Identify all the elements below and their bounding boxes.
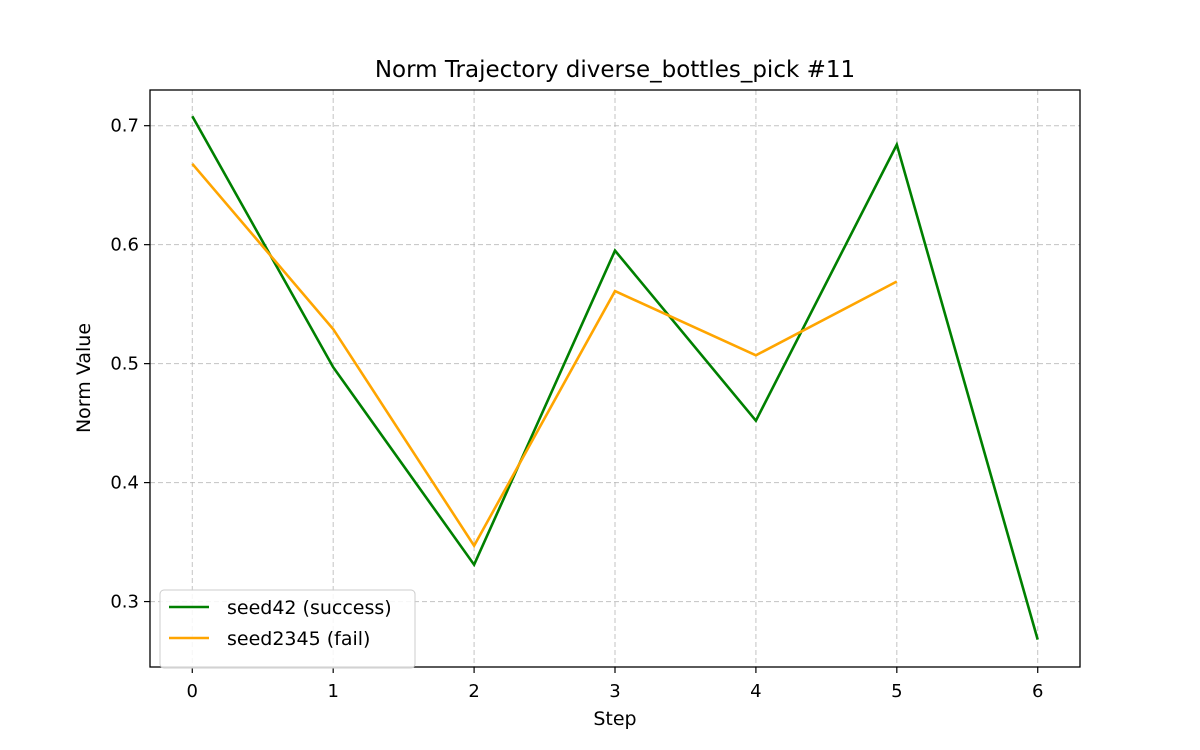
x-tick-label: 4	[750, 681, 761, 702]
series-lines	[191, 115, 1039, 640]
x-tick-label: 2	[468, 681, 479, 702]
chart-title: Norm Trajectory diverse_bottles_pick #11	[375, 57, 855, 83]
y-tick-label: 0.5	[110, 354, 139, 375]
y-tick-label: 0.6	[110, 235, 139, 256]
y-axis-ticks: 0.3 0.4 0.5 0.6 0.7	[110, 116, 150, 613]
x-tick-label: 0	[187, 681, 198, 702]
y-tick-label: 0.3	[110, 592, 139, 613]
x-tick-label: 5	[891, 681, 902, 702]
y-tick-label: 0.4	[110, 473, 139, 494]
x-axis-title: Step	[593, 708, 636, 730]
x-tick-label: 3	[609, 681, 620, 702]
x-axis-ticks: 0 1 2 3 4 5 6	[187, 667, 1043, 702]
legend-label: seed2345 (fail)	[227, 628, 370, 650]
series-line	[191, 115, 1039, 640]
legend-label: seed42 (success)	[227, 597, 392, 619]
legend: seed42 (success) seed2345 (fail)	[159, 589, 416, 669]
series-line	[191, 162, 898, 549]
x-tick-label: 6	[1032, 681, 1043, 702]
legend-box	[159, 589, 416, 669]
y-tick-label: 0.7	[110, 116, 139, 137]
x-tick-label: 1	[327, 681, 338, 702]
y-axis-title: Norm Value	[73, 323, 95, 433]
